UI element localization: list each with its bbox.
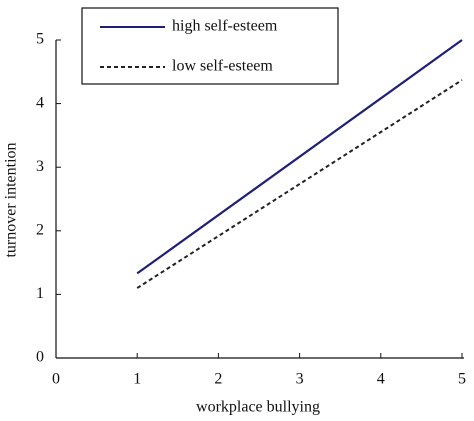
x-tick-label: 1 bbox=[133, 371, 141, 388]
legend-box bbox=[81, 7, 339, 85]
legend-label: low self-esteem bbox=[172, 58, 273, 75]
series-line bbox=[136, 39, 463, 275]
legend-label: high self-esteem bbox=[172, 18, 278, 35]
y-tick-label: 0 bbox=[36, 349, 44, 366]
y-axis-label: turnover intention bbox=[3, 142, 20, 257]
y-tick-label: 5 bbox=[36, 31, 44, 48]
y-tick-label: 2 bbox=[36, 221, 44, 238]
x-axis-label: workplace bullying bbox=[196, 399, 320, 416]
x-tick-label: 2 bbox=[214, 371, 222, 388]
x-tick-label: 5 bbox=[458, 371, 466, 388]
y-tick-label: 4 bbox=[36, 94, 44, 111]
x-tick-label: 3 bbox=[296, 371, 304, 388]
series-line bbox=[136, 79, 463, 289]
x-tick-label: 4 bbox=[377, 371, 385, 388]
y-tick-label: 3 bbox=[36, 158, 44, 175]
x-tick-label: 0 bbox=[52, 371, 60, 388]
y-tick-label: 1 bbox=[36, 285, 44, 302]
